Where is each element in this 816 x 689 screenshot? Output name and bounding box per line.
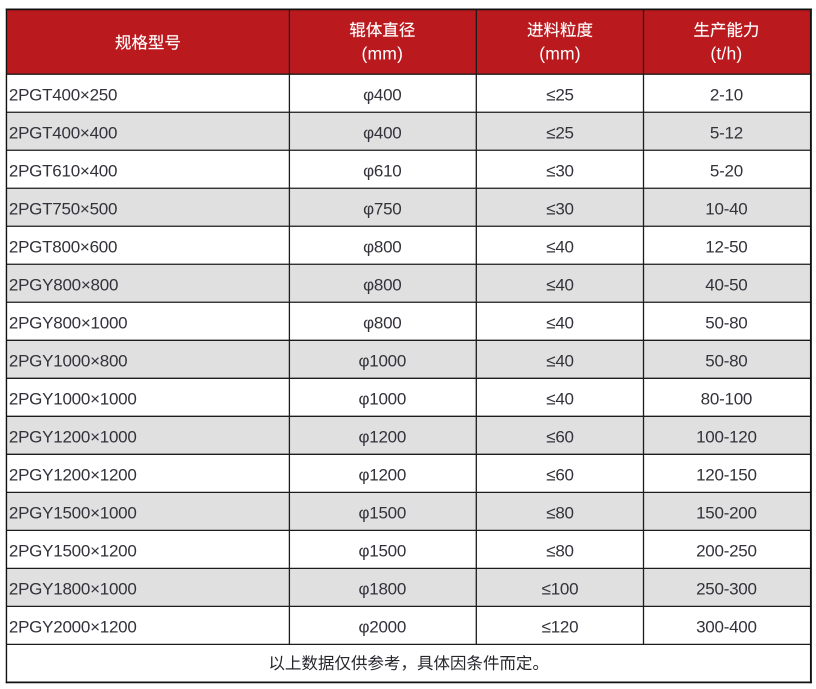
svg-text:φ1000: φ1000 [359,389,407,408]
svg-text:φ1200: φ1200 [359,427,407,446]
svg-text:≤80: ≤80 [546,541,574,560]
svg-text:φ610: φ610 [363,161,401,180]
svg-text:40-50: 40-50 [705,275,747,294]
svg-text:φ800: φ800 [363,275,401,294]
svg-text:≤30: ≤30 [546,199,574,218]
svg-text:≤25: ≤25 [546,123,574,142]
svg-text:(mm): (mm) [539,44,581,64]
svg-text:250-300: 250-300 [696,579,757,598]
svg-text:2PGT610×400: 2PGT610×400 [9,161,117,180]
svg-text:φ800: φ800 [363,313,401,332]
svg-text:≤60: ≤60 [546,427,574,446]
svg-text:2PGT400×400: 2PGT400×400 [9,123,117,142]
svg-text:2PGY1000×800: 2PGY1000×800 [9,351,127,370]
svg-text:200-250: 200-250 [696,541,757,560]
svg-text:φ1200: φ1200 [359,465,407,484]
svg-text:2PGY2000×1200: 2PGY2000×1200 [9,617,137,636]
svg-text:φ400: φ400 [363,85,401,104]
svg-text:≤80: ≤80 [546,503,574,522]
svg-text:5-12: 5-12 [710,123,743,142]
svg-text:5-20: 5-20 [710,161,743,180]
svg-text:≤30: ≤30 [546,161,574,180]
svg-text:φ400: φ400 [363,123,401,142]
svg-text:≤40: ≤40 [546,313,574,332]
svg-text:2PGT750×500: 2PGT750×500 [9,199,117,218]
svg-text:10-40: 10-40 [705,199,747,218]
svg-text:φ1000: φ1000 [359,351,407,370]
svg-text:≤120: ≤120 [542,617,579,636]
svg-text:≤40: ≤40 [546,389,574,408]
svg-text:≤100: ≤100 [542,579,579,598]
svg-text:(t/h): (t/h) [710,44,742,64]
svg-text:φ1500: φ1500 [359,541,407,560]
svg-text:φ2000: φ2000 [359,617,407,636]
svg-text:2PGY1200×1200: 2PGY1200×1200 [9,465,137,484]
svg-text:2PGT400×250: 2PGT400×250 [9,85,117,104]
svg-text:120-150: 120-150 [696,465,757,484]
svg-text:≤40: ≤40 [546,351,574,370]
svg-text:(mm): (mm) [361,44,403,64]
svg-text:2-10: 2-10 [710,85,743,104]
svg-text:2PGY1800×1000: 2PGY1800×1000 [9,579,137,598]
svg-text:2PGT800×600: 2PGT800×600 [9,237,117,256]
svg-text:≤40: ≤40 [546,237,574,256]
svg-text:12-50: 12-50 [705,237,747,256]
svg-text:≤60: ≤60 [546,465,574,484]
svg-text:φ800: φ800 [363,237,401,256]
svg-text:150-200: 150-200 [696,503,757,522]
svg-text:80-100: 80-100 [701,389,752,408]
svg-text:2PGY1500×1200: 2PGY1500×1200 [9,541,137,560]
svg-text:2PGY1200×1000: 2PGY1200×1000 [9,427,137,446]
svg-text:50-80: 50-80 [705,351,747,370]
svg-text:2PGY800×1000: 2PGY800×1000 [9,313,127,332]
svg-text:50-80: 50-80 [705,313,747,332]
svg-text:2PGY800×800: 2PGY800×800 [9,275,118,294]
svg-text:φ750: φ750 [363,199,401,218]
svg-text:2PGY1500×1000: 2PGY1500×1000 [9,503,137,522]
svg-text:100-120: 100-120 [696,427,757,446]
svg-text:φ1500: φ1500 [359,503,407,522]
svg-text:≤25: ≤25 [546,85,574,104]
svg-text:2PGY1000×1000: 2PGY1000×1000 [9,389,137,408]
svg-text:≤40: ≤40 [546,275,574,294]
svg-text:300-400: 300-400 [696,617,757,636]
svg-text:φ1800: φ1800 [359,579,407,598]
